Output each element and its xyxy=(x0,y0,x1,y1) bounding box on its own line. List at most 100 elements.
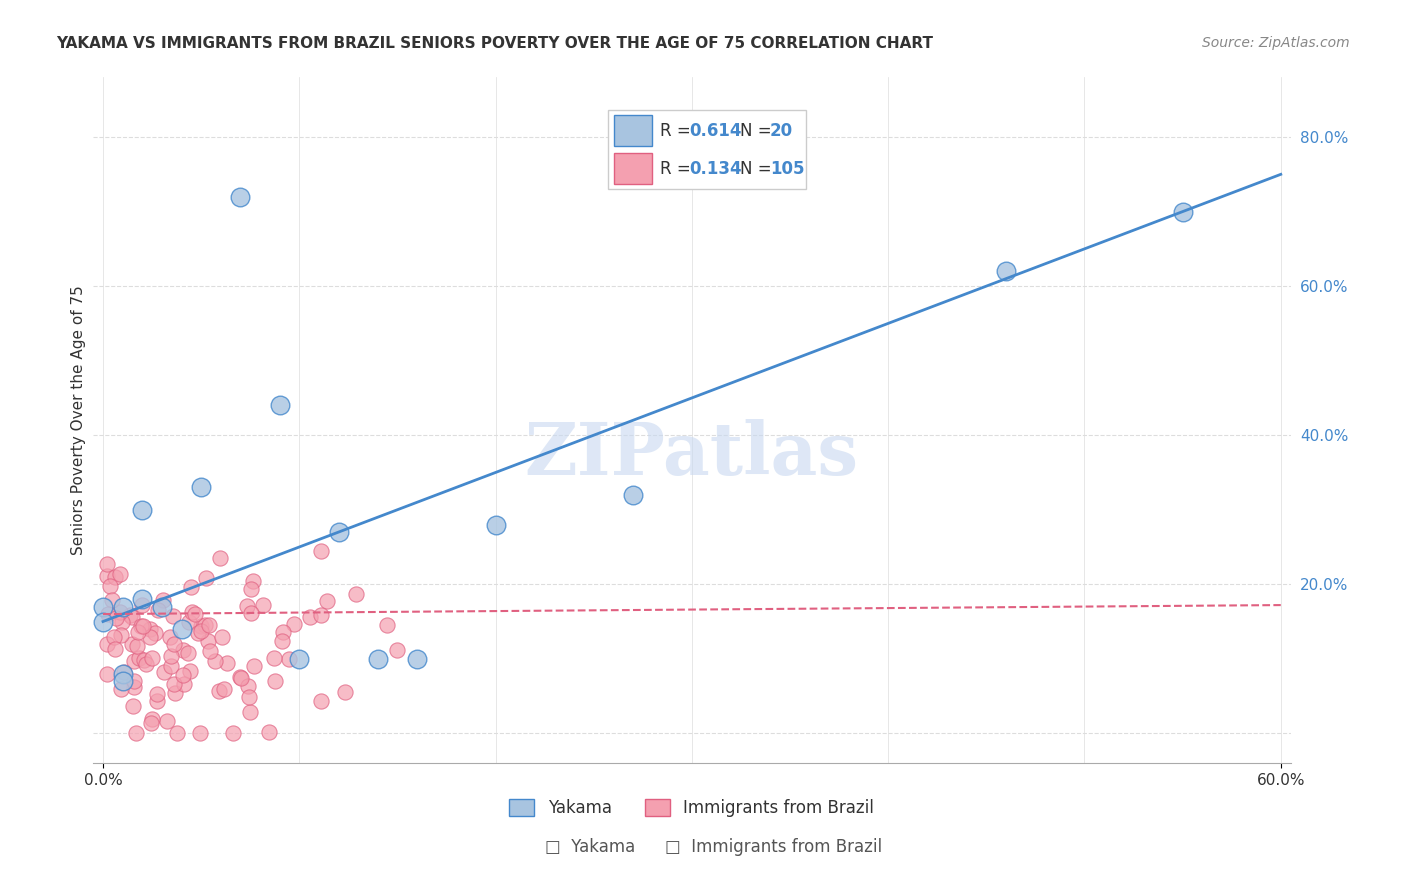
Text: N =: N = xyxy=(740,160,776,178)
Point xyxy=(172,668,194,682)
Text: R =: R = xyxy=(659,160,696,178)
Point xyxy=(129,619,152,633)
Point xyxy=(111,674,134,689)
Point xyxy=(994,264,1017,278)
Point xyxy=(163,686,186,700)
Text: 0.614: 0.614 xyxy=(689,122,742,140)
Point xyxy=(328,525,350,540)
Point xyxy=(96,569,118,583)
Point xyxy=(375,618,398,632)
Point xyxy=(104,611,127,625)
Point xyxy=(212,681,235,696)
Text: □  Yakama: □ Yakama xyxy=(546,838,636,856)
Text: 105: 105 xyxy=(769,160,804,178)
Point xyxy=(187,625,209,640)
Point xyxy=(207,684,229,698)
Point xyxy=(96,557,118,571)
Point xyxy=(166,726,188,740)
Point xyxy=(143,625,166,640)
Point xyxy=(484,517,506,532)
Point xyxy=(110,567,132,582)
Point xyxy=(188,726,211,740)
Point xyxy=(367,652,389,666)
Point xyxy=(197,634,219,648)
Point xyxy=(190,619,212,633)
Point xyxy=(231,672,253,686)
Point xyxy=(159,659,181,673)
Point xyxy=(240,582,263,596)
Point xyxy=(96,637,118,651)
Point xyxy=(257,724,280,739)
Point xyxy=(163,637,186,651)
Point xyxy=(263,651,285,665)
Point xyxy=(406,652,429,666)
Point xyxy=(162,609,184,624)
Text: R =: R = xyxy=(659,122,696,140)
Point xyxy=(228,669,250,683)
Point xyxy=(621,488,644,502)
Point xyxy=(111,599,134,614)
Point xyxy=(238,705,260,719)
Point xyxy=(112,665,135,679)
Point xyxy=(122,698,145,713)
Point xyxy=(131,618,153,632)
Point xyxy=(195,571,218,585)
Point xyxy=(141,712,163,726)
Point xyxy=(97,607,120,621)
Point xyxy=(121,609,143,624)
Point xyxy=(298,610,321,624)
Bar xyxy=(614,153,652,184)
Point xyxy=(131,592,153,607)
Point xyxy=(271,634,294,648)
Text: YAKAMA VS IMMIGRANTS FROM BRAZIL SENIORS POVERTY OVER THE AGE OF 75 CORRELATION : YAKAMA VS IMMIGRANTS FROM BRAZIL SENIORS… xyxy=(56,36,934,51)
Point xyxy=(118,608,141,623)
Point xyxy=(122,681,145,695)
Point xyxy=(150,599,173,614)
Point xyxy=(104,570,127,584)
Text: 20: 20 xyxy=(769,122,793,140)
Point xyxy=(91,615,114,629)
Point xyxy=(141,650,163,665)
FancyBboxPatch shape xyxy=(607,111,806,189)
Point xyxy=(242,574,264,589)
Point xyxy=(111,615,134,629)
Point xyxy=(243,658,266,673)
Point xyxy=(229,190,252,204)
Point xyxy=(134,653,156,667)
Legend: Yakama, Immigrants from Brazil: Yakama, Immigrants from Brazil xyxy=(503,792,882,823)
Point xyxy=(127,624,149,639)
Point xyxy=(177,615,200,630)
Point xyxy=(269,398,291,412)
Point xyxy=(103,631,125,645)
Point xyxy=(385,643,408,657)
Point xyxy=(110,628,132,642)
Point xyxy=(197,618,219,632)
Point xyxy=(160,649,183,664)
Point xyxy=(309,607,332,622)
Point xyxy=(100,593,122,607)
Point xyxy=(96,666,118,681)
Point xyxy=(122,673,145,688)
Text: ZIPatlas: ZIPatlas xyxy=(524,419,859,490)
Point xyxy=(108,605,131,619)
Point xyxy=(346,587,368,601)
Point xyxy=(138,623,160,637)
Point xyxy=(315,593,337,607)
Point xyxy=(288,652,311,666)
Text: Source: ZipAtlas.com: Source: ZipAtlas.com xyxy=(1202,36,1350,50)
Text: □  Immigrants from Brazil: □ Immigrants from Brazil xyxy=(665,838,882,856)
Point xyxy=(170,622,193,636)
Point xyxy=(198,644,221,658)
Point xyxy=(128,651,150,665)
Point xyxy=(204,654,226,668)
Point xyxy=(271,624,294,639)
Point xyxy=(122,654,145,668)
Point xyxy=(146,603,169,617)
Point xyxy=(159,631,181,645)
Point xyxy=(125,726,148,740)
Point xyxy=(217,656,239,670)
Point xyxy=(163,676,186,690)
Point xyxy=(180,580,202,594)
Bar xyxy=(614,115,652,146)
Point xyxy=(283,617,305,632)
